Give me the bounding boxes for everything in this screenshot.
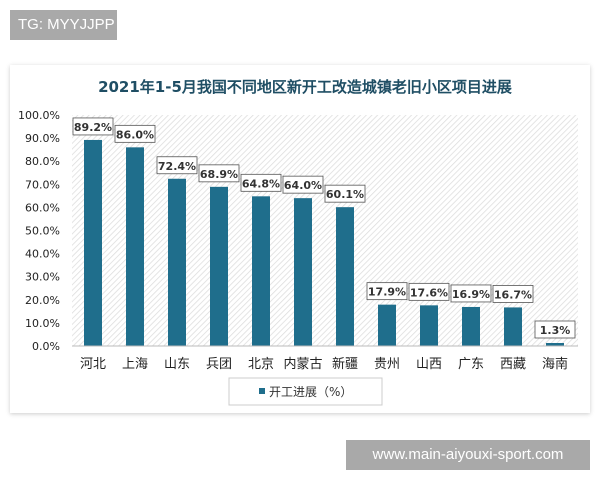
data-label-box	[114, 124, 156, 143]
data-label: 17.6%	[410, 286, 448, 299]
data-label: 64.0%	[284, 179, 322, 192]
x-tick-label: 内蒙古	[283, 356, 322, 372]
y-tick-label: 40.0%	[25, 248, 60, 261]
data-label-box	[198, 164, 240, 183]
x-tick-label: 山东	[164, 357, 190, 372]
data-label-box	[492, 285, 534, 303]
data-label-box	[534, 320, 576, 339]
data-label-box	[450, 284, 492, 303]
data-label-box	[408, 282, 450, 301]
y-tick-label: 30.0%	[25, 271, 60, 284]
bar	[462, 306, 480, 346]
x-tick-label: 上海	[122, 357, 148, 372]
watermark-top-left: TG: MYYJJPP	[10, 10, 117, 40]
plot-area	[72, 115, 578, 346]
bar	[168, 178, 186, 346]
data-label: 60.1%	[326, 188, 364, 201]
bar	[504, 307, 522, 346]
x-tick-label: 河北	[80, 357, 106, 372]
x-tick-label: 西藏	[500, 357, 526, 372]
y-tick-label: 60.0%	[25, 201, 60, 214]
x-tick-label: 兵团	[206, 357, 232, 372]
data-label-box	[156, 156, 198, 175]
y-tick-label: 10.0%	[25, 317, 60, 330]
x-tick-label: 山西	[416, 357, 442, 372]
y-tick-label: 70.0%	[25, 178, 60, 191]
y-tick-label: 100.0%	[18, 109, 60, 122]
y-tick-label: 0.0%	[32, 340, 60, 353]
bar	[252, 196, 270, 346]
bar	[84, 139, 102, 346]
x-tick-label: 北京	[248, 357, 274, 372]
legend-swatch	[259, 388, 265, 394]
y-tick-label: 50.0%	[25, 225, 60, 238]
bar	[126, 147, 144, 346]
bar	[210, 186, 228, 346]
data-label-box	[282, 175, 324, 194]
watermark-bottom-right: www.main-aiyouxi-sport.com	[346, 440, 590, 470]
data-label: 89.2%	[74, 121, 112, 134]
x-tick-label: 贵州	[374, 357, 400, 372]
data-label: 17.9%	[368, 286, 406, 299]
data-label-box	[324, 184, 366, 203]
data-label: 16.9%	[452, 288, 490, 301]
y-tick-label: 20.0%	[25, 294, 60, 307]
y-tick-label: 80.0%	[25, 155, 60, 168]
data-label-box	[366, 282, 408, 301]
data-label: 68.9%	[200, 168, 238, 181]
legend-label: 开工进展（%）	[269, 385, 352, 399]
legend: 开工进展（%）	[228, 377, 383, 406]
chart-title: 2021年1-5月我国不同地区新开工改造城镇老旧小区项目进展	[98, 78, 512, 96]
x-tick-label: 新疆	[332, 356, 358, 372]
bar	[294, 198, 312, 346]
bar	[336, 207, 354, 346]
data-label: 16.7%	[494, 288, 532, 301]
data-label-box	[240, 173, 282, 192]
x-tick-label: 海南	[542, 356, 568, 372]
data-label: 86.0%	[116, 128, 154, 141]
bar	[420, 305, 438, 346]
bar	[378, 304, 396, 346]
data-label: 72.4%	[158, 160, 196, 173]
data-label: 1.3%	[540, 324, 571, 337]
data-label-box	[72, 117, 114, 136]
x-tick-label: 广东	[458, 357, 484, 372]
bar	[546, 342, 564, 346]
data-label: 64.8%	[242, 177, 280, 190]
y-tick-label: 90.0%	[25, 132, 60, 145]
